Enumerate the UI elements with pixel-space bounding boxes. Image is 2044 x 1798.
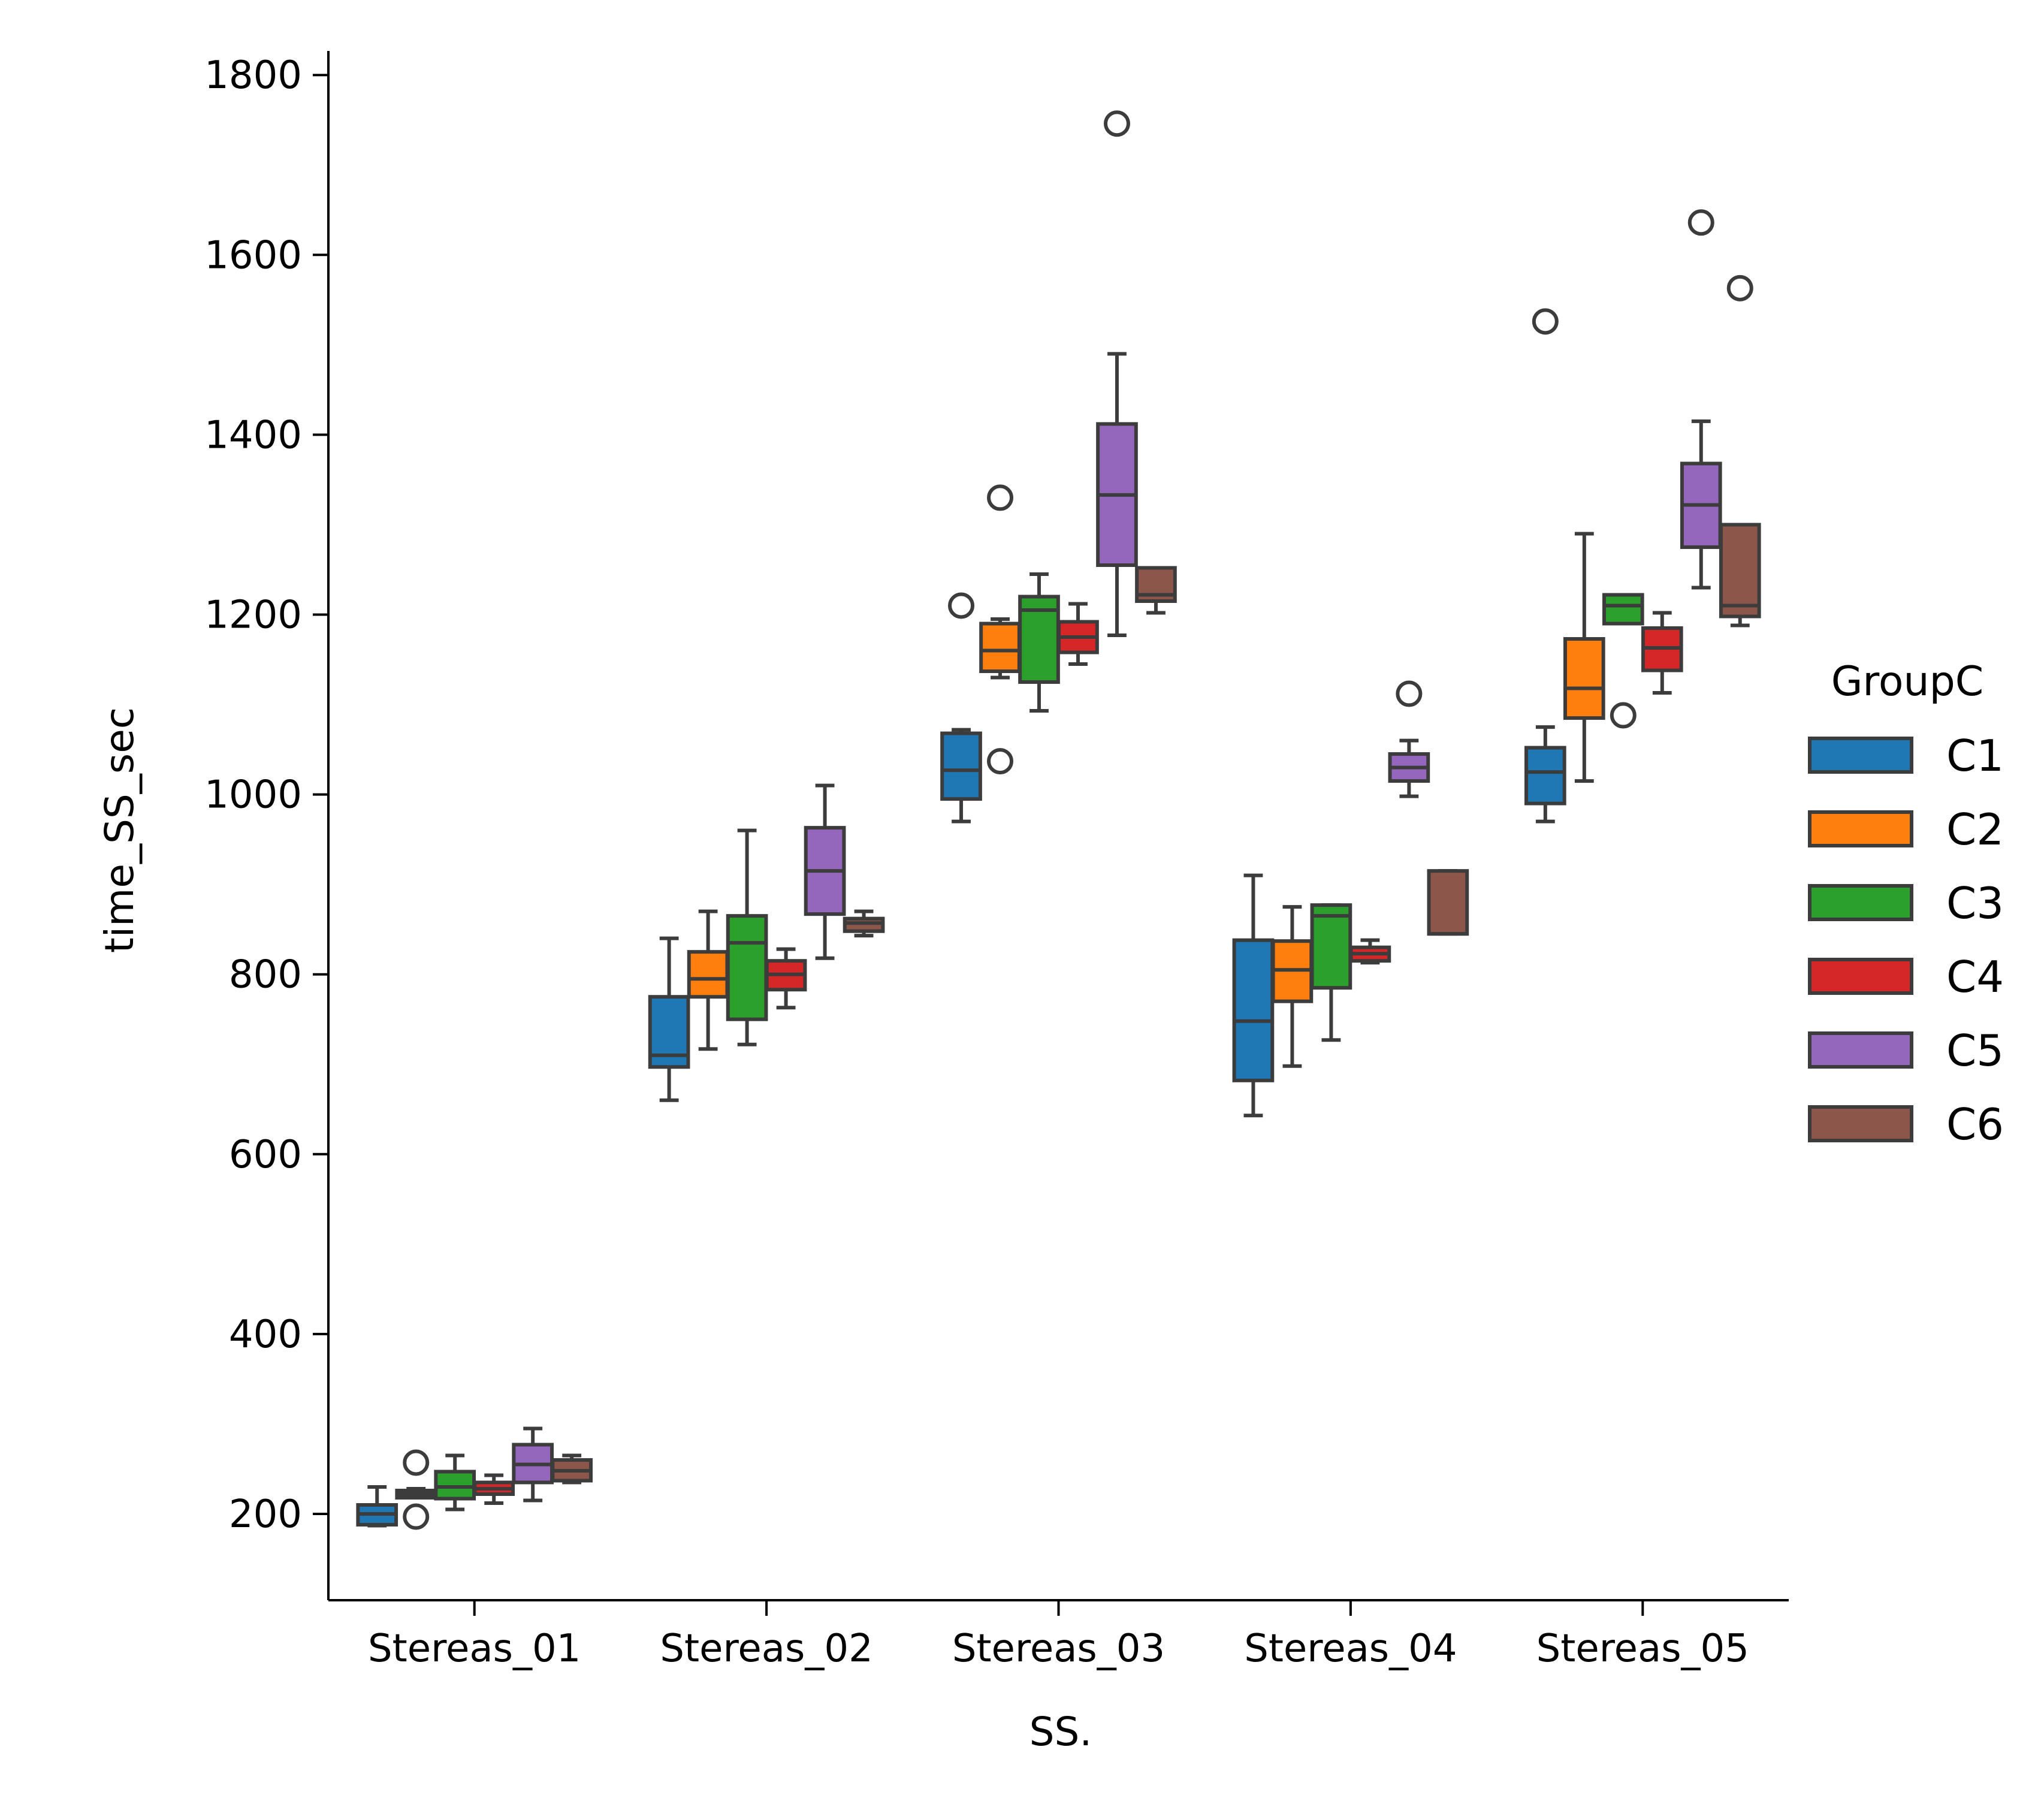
legend-entries: C1 C2 C3 C4 C5 C6	[1808, 731, 2004, 1150]
legend-label: C4	[1946, 952, 2004, 1002]
y-tick-label: 1000	[204, 773, 302, 817]
outlier-point	[1396, 680, 1423, 707]
box-C1-Stereas_04	[1232, 873, 1275, 1118]
outlier-point	[1532, 308, 1559, 335]
box-C1-Stereas_05	[1524, 308, 1566, 823]
box-body	[1602, 593, 1644, 626]
box-C4-Stereas_05	[1641, 611, 1683, 695]
outlier-point	[403, 1449, 430, 1476]
legend-title: GroupC	[1831, 658, 1984, 705]
box-C4-Stereas_01	[473, 1473, 515, 1505]
legend-item-C3: C3	[1808, 878, 2004, 928]
box-C3-Stereas_03	[1018, 572, 1060, 713]
legend-swatch	[1808, 810, 1913, 847]
x-tick-label: Stereas_05	[1536, 1627, 1749, 1671]
y-tick-label: 400	[229, 1313, 302, 1357]
box-C5-Stereas_05	[1680, 209, 1722, 590]
legend-label: C5	[1946, 1025, 2004, 1076]
legend-item-C6: C6	[1808, 1099, 2004, 1150]
box-C5-Stereas_04	[1388, 680, 1430, 798]
legend: GroupC C1 C2 C3 C4 C5 C6	[1808, 658, 2004, 1150]
box-C3-Stereas_05	[1602, 593, 1644, 729]
box-C1-Stereas_01	[356, 1485, 398, 1528]
box-C3-Stereas_01	[434, 1453, 476, 1512]
box-C4-Stereas_02	[765, 947, 807, 1010]
legend-label: C6	[1946, 1099, 2004, 1150]
x-tick-label: Stereas_03	[952, 1627, 1165, 1671]
box-C5-Stereas_03	[1096, 110, 1138, 638]
box-body	[940, 731, 982, 801]
box-C6-Stereas_01	[551, 1453, 593, 1485]
box-body	[726, 914, 768, 1021]
legend-label: C1	[1946, 731, 2004, 781]
box-C6-Stereas_03	[1135, 566, 1177, 615]
box-body	[1232, 938, 1275, 1082]
box-C2-Stereas_04	[1271, 905, 1314, 1068]
box-C4-Stereas_03	[1057, 602, 1099, 666]
box-C5-Stereas_02	[804, 783, 846, 960]
x-axis: Stereas_01 Stereas_02 Stereas_03 Stereas_04…	[328, 1599, 1789, 1671]
legend-item-C4: C4	[1808, 952, 2004, 1002]
y-tick-label: 1200	[204, 593, 302, 638]
y-tick-label: 600	[229, 1133, 302, 1177]
y-tick-label: 1600	[204, 233, 302, 277]
box-body	[979, 622, 1021, 674]
box-C3-Stereas_04	[1310, 903, 1352, 1042]
x-tick-label: Stereas_02	[660, 1627, 872, 1671]
legend-item-C5: C5	[1808, 1025, 2004, 1076]
box-body	[843, 916, 885, 933]
outlier-point	[987, 748, 1014, 775]
box-C6-Stereas_02	[843, 909, 885, 938]
legend-item-C1: C1	[1808, 731, 2004, 781]
legend-swatch	[1808, 1031, 1913, 1069]
box-C2-Stereas_02	[687, 909, 729, 1051]
box-body	[687, 950, 729, 999]
box-C1-Stereas_02	[648, 936, 690, 1102]
legend-item-C2: C2	[1808, 804, 2004, 855]
box-C3-Stereas_02	[726, 828, 768, 1046]
outlier-point	[987, 484, 1014, 511]
y-tick-label: 1800	[204, 53, 302, 98]
box-body	[1427, 869, 1469, 936]
box-body	[434, 1470, 476, 1501]
box-body	[1563, 637, 1605, 720]
legend-swatch	[1808, 1105, 1913, 1142]
box-C2-Stereas_01	[395, 1449, 437, 1530]
box-C6-Stereas_05	[1719, 274, 1761, 628]
outlier-point	[948, 592, 975, 619]
box-C2-Stereas_05	[1563, 532, 1605, 783]
box-body	[1719, 523, 1761, 619]
legend-swatch	[1808, 884, 1913, 921]
box-C5-Stereas_01	[512, 1426, 554, 1503]
y-tick-label: 200	[229, 1492, 302, 1537]
outlier-point	[1103, 110, 1130, 137]
x-tick-label: Stereas_01	[368, 1627, 581, 1671]
y-axis-title: time_SS_sec	[96, 707, 143, 953]
legend-swatch	[1808, 737, 1913, 774]
box-C4-Stereas_04	[1349, 938, 1391, 965]
y-tick-label: 1400	[204, 413, 302, 457]
legend-swatch	[1808, 958, 1913, 995]
y-tick-label: 800	[229, 953, 302, 997]
outlier-point	[1726, 274, 1753, 301]
box-C6-Stereas_04	[1427, 869, 1469, 936]
x-tick-label: Stereas_04	[1244, 1627, 1457, 1671]
outlier-point	[403, 1503, 430, 1530]
box-C2-Stereas_03	[979, 484, 1021, 775]
box-body	[1524, 746, 1566, 806]
outlier-point	[1610, 702, 1637, 729]
plot-area	[356, 110, 1761, 1530]
legend-label: C3	[1946, 878, 2004, 928]
x-axis-title: SS.	[1029, 1709, 1092, 1755]
box-C1-Stereas_03	[940, 592, 982, 823]
outlier-point	[1687, 209, 1714, 236]
y-axis: 200 400 600 800 1000 1200 1400 1600 1800	[204, 51, 330, 1600]
legend-label: C2	[1946, 804, 2004, 855]
